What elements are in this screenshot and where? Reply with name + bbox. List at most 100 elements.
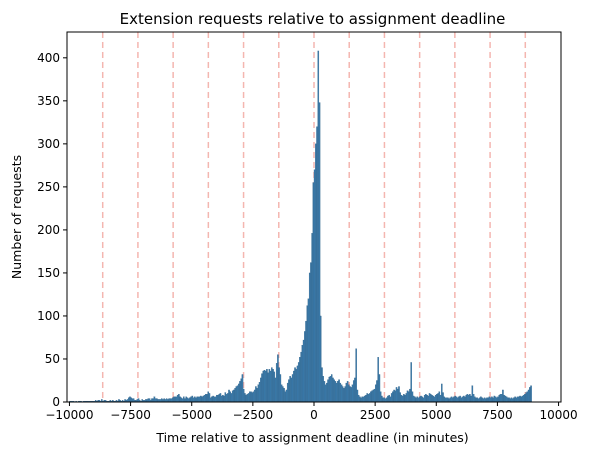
- histogram-bar: [168, 398, 170, 403]
- histogram-bar: [496, 397, 498, 403]
- histogram-bar: [384, 398, 387, 403]
- histogram-bar: [332, 377, 334, 403]
- histogram-bar: [433, 396, 436, 403]
- histogram-bar: [530, 385, 532, 403]
- histogram-bar: [284, 391, 287, 403]
- histogram-bar: [399, 392, 401, 403]
- histogram-bar: [419, 396, 421, 403]
- histogram-bar: [423, 394, 426, 403]
- histogram-bar: [291, 374, 294, 403]
- histogram-bar: [529, 387, 531, 403]
- histogram-bar: [323, 381, 326, 403]
- histogram-bar: [233, 389, 235, 403]
- histogram-bar: [467, 394, 470, 403]
- histogram-bar: [189, 397, 191, 403]
- histogram-bar: [361, 396, 364, 403]
- histogram-bar: [434, 394, 437, 403]
- histogram-bar: [127, 397, 130, 403]
- histogram-bar: [218, 394, 220, 403]
- histogram-bar: [352, 380, 355, 403]
- histogram-bar: [442, 392, 444, 403]
- histogram-bar: [334, 381, 337, 403]
- histogram-bar: [274, 377, 277, 403]
- x-tick-label: −10000: [45, 408, 93, 422]
- histogram-bar: [415, 397, 417, 403]
- histogram-bar: [137, 398, 140, 403]
- histogram-bar: [476, 397, 479, 403]
- histogram-bar: [481, 397, 483, 403]
- histogram-bar: [326, 382, 328, 403]
- histogram-bar: [264, 370, 267, 403]
- histogram-bar: [492, 397, 494, 403]
- histogram-bar: [220, 395, 223, 403]
- histogram-bar: [500, 394, 503, 403]
- histogram-bar: [505, 396, 508, 403]
- histogram-bar: [251, 392, 254, 403]
- x-tick-label: 10000: [539, 408, 577, 422]
- histogram-bar: [464, 396, 466, 403]
- histogram-bar: [465, 394, 467, 403]
- histogram-bar: [299, 357, 301, 403]
- histogram-bar: [319, 315, 322, 403]
- histogram-bar: [487, 397, 490, 403]
- histogram-bar: [516, 396, 519, 403]
- histogram-bar: [304, 331, 306, 403]
- histogram-bar: [428, 393, 431, 403]
- histogram-bar: [422, 397, 425, 403]
- histogram-bar: [247, 393, 250, 403]
- histogram-bar: [327, 379, 329, 403]
- histogram-bar: [239, 381, 241, 403]
- histogram-bar: [148, 398, 151, 403]
- histogram-bar: [240, 378, 243, 403]
- y-axis-ticks: 0 50 100 150 200 250 300 350 400: [37, 51, 67, 409]
- histogram-bar: [316, 126, 318, 403]
- histogram-bar: [187, 398, 190, 403]
- histogram-bar: [475, 397, 477, 403]
- histogram-bar: [329, 376, 332, 403]
- histogram-bar: [290, 377, 293, 403]
- histogram-bar: [349, 386, 351, 403]
- histogram-bar: [235, 386, 238, 403]
- histogram-bar: [230, 393, 233, 403]
- histogram-bar: [382, 397, 384, 403]
- histogram-bar: [234, 388, 236, 403]
- histogram-bar: [339, 382, 342, 403]
- histogram-bar: [373, 388, 376, 403]
- histogram-bar: [403, 394, 405, 403]
- histogram-bar: [245, 394, 247, 403]
- histogram-bar: [156, 398, 158, 403]
- histogram-bar: [499, 394, 502, 403]
- histogram-bar: [277, 354, 279, 403]
- histogram-bar: [273, 371, 276, 403]
- y-tick-label: 150: [37, 266, 60, 280]
- histogram-bar: [241, 374, 244, 403]
- histogram-bar: [313, 169, 316, 403]
- histogram-bar: [174, 396, 176, 403]
- histogram-bar: [472, 394, 475, 403]
- x-tick-label: −7500: [110, 408, 151, 422]
- histogram-bar: [389, 396, 392, 403]
- histogram-bar: [280, 384, 283, 403]
- histogram-bar: [368, 393, 371, 403]
- histogram-bar: [370, 391, 372, 403]
- histogram-bar: [190, 396, 192, 403]
- histogram-bar: [322, 376, 324, 403]
- histogram-bar: [357, 394, 360, 403]
- histogram-bar: [207, 391, 209, 403]
- histogram-bar: [297, 362, 300, 403]
- histogram-bar: [165, 398, 168, 403]
- x-tick-label: −2500: [233, 408, 274, 422]
- histogram-bar: [206, 394, 208, 403]
- histogram-bar: [222, 394, 224, 403]
- histogram-bar: [225, 394, 228, 403]
- histogram-bar: [278, 367, 280, 403]
- histogram-bar: [439, 394, 442, 403]
- histogram-bar: [518, 396, 520, 403]
- x-tick-label: 7500: [482, 408, 513, 422]
- histogram-bar: [401, 395, 404, 403]
- histogram-bar: [525, 392, 527, 403]
- histogram-bar: [272, 369, 274, 403]
- histogram-bar: [346, 381, 349, 403]
- histogram-bar: [228, 389, 230, 403]
